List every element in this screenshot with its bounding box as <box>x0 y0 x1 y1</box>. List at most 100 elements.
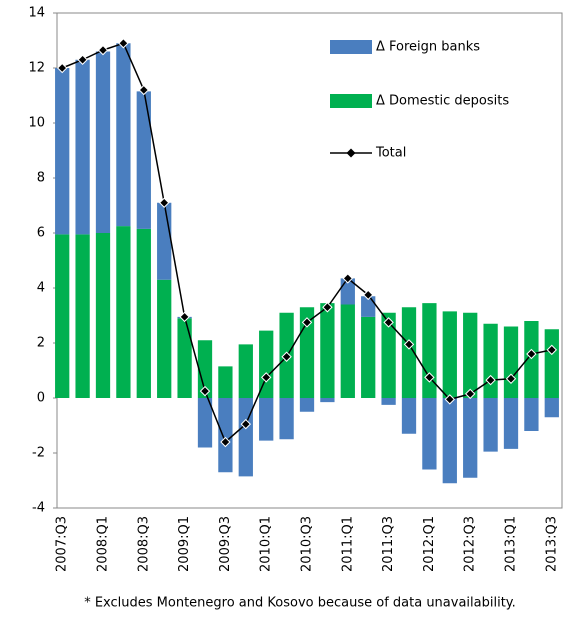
total-marker <box>444 394 456 405</box>
bar <box>299 398 315 412</box>
bar <box>320 303 335 398</box>
bar <box>218 398 233 473</box>
bar <box>55 68 70 235</box>
bar <box>177 318 192 398</box>
bar <box>259 398 274 441</box>
bar <box>381 312 396 398</box>
x-tick-label: 2008:Q1 <box>96 516 111 572</box>
bar <box>95 51 111 233</box>
total-marker <box>301 317 313 328</box>
y-tick-label: -4 <box>32 501 45 516</box>
y-tick-label: 8 <box>37 171 45 186</box>
bar <box>259 330 274 398</box>
bar <box>483 398 498 452</box>
total-marker <box>179 311 190 323</box>
x-tick-label: 2013:Q1 <box>504 516 519 572</box>
bar <box>197 398 213 448</box>
x-tick-label: 2010:Q1 <box>259 516 274 572</box>
y-tick-label: 2 <box>37 336 45 351</box>
total-marker <box>464 388 476 400</box>
bar <box>238 398 253 477</box>
bar <box>401 398 417 434</box>
x-tick-label: 2011:Q1 <box>340 516 355 572</box>
total-marker <box>56 62 68 74</box>
bar <box>381 398 396 405</box>
bar <box>463 312 478 398</box>
x-tick-label: 2012:Q1 <box>422 516 437 572</box>
total-marker <box>485 374 496 386</box>
bar <box>401 307 417 398</box>
total-marker <box>158 197 170 208</box>
total-marker <box>118 38 129 49</box>
bar <box>136 228 151 398</box>
total-marker <box>424 372 435 383</box>
x-tick-label: 2008:Q3 <box>136 516 151 572</box>
bar <box>442 398 457 484</box>
y-tick-label: 14 <box>28 6 45 21</box>
y-tick-label: 0 <box>37 391 45 406</box>
total-marker <box>77 54 88 65</box>
bar <box>361 316 376 398</box>
y-tick-label: 4 <box>37 281 45 296</box>
total-marker <box>322 302 333 313</box>
total-marker <box>240 418 252 430</box>
bar <box>544 329 559 398</box>
bar <box>442 311 457 398</box>
bar <box>422 303 437 398</box>
bar <box>503 326 519 398</box>
y-tick-label: 6 <box>37 226 45 241</box>
y-tick-label: -2 <box>32 446 45 461</box>
bar <box>340 304 355 398</box>
bar <box>116 226 131 398</box>
bar <box>116 43 131 227</box>
bar <box>279 398 294 440</box>
x-tick-label: 2012:Q3 <box>463 516 478 572</box>
legend-swatch <box>330 40 372 54</box>
y-tick-label: 10 <box>28 116 45 131</box>
total-marker <box>546 344 558 356</box>
bar <box>95 233 111 398</box>
total-marker <box>281 351 292 362</box>
x-tick-label: 2013:Q3 <box>544 516 559 572</box>
bar <box>218 366 233 398</box>
footnote: * Excludes Montenegro and Kosovo because… <box>84 596 516 611</box>
bar <box>55 234 70 398</box>
bar <box>340 278 355 305</box>
total-marker <box>220 436 231 448</box>
total-marker <box>199 385 211 397</box>
bar <box>157 279 172 398</box>
total-marker <box>383 317 394 328</box>
bar <box>544 398 559 418</box>
bar <box>483 323 498 398</box>
bar <box>524 321 539 398</box>
x-tick-label: 2011:Q3 <box>381 516 396 572</box>
total-marker <box>138 84 150 96</box>
x-tick-label: 2009:Q1 <box>177 516 192 572</box>
bar <box>197 340 213 398</box>
bar <box>524 398 539 431</box>
total-marker <box>342 273 354 284</box>
bar <box>157 202 172 280</box>
bar <box>299 307 315 398</box>
total-marker <box>526 348 537 360</box>
bar <box>361 296 376 317</box>
bar <box>75 234 90 398</box>
bar <box>320 398 335 403</box>
legend-label: Δ Domestic deposits <box>376 94 509 109</box>
bar <box>75 59 90 235</box>
bar <box>422 398 437 470</box>
x-tick-label: 2010:Q3 <box>300 516 315 572</box>
y-tick-label: 12 <box>28 61 45 76</box>
total-marker <box>403 339 415 350</box>
bar <box>238 344 253 398</box>
total-marker <box>260 372 272 383</box>
total-marker <box>505 373 517 384</box>
x-tick-label: 2009:Q3 <box>218 516 233 572</box>
legend-swatch <box>330 94 372 108</box>
bar <box>503 398 519 449</box>
bar <box>463 398 478 478</box>
legend-label: Δ Foreign banks <box>376 40 480 55</box>
x-tick-label: 2007:Q3 <box>55 516 70 572</box>
total-marker <box>97 44 109 56</box>
